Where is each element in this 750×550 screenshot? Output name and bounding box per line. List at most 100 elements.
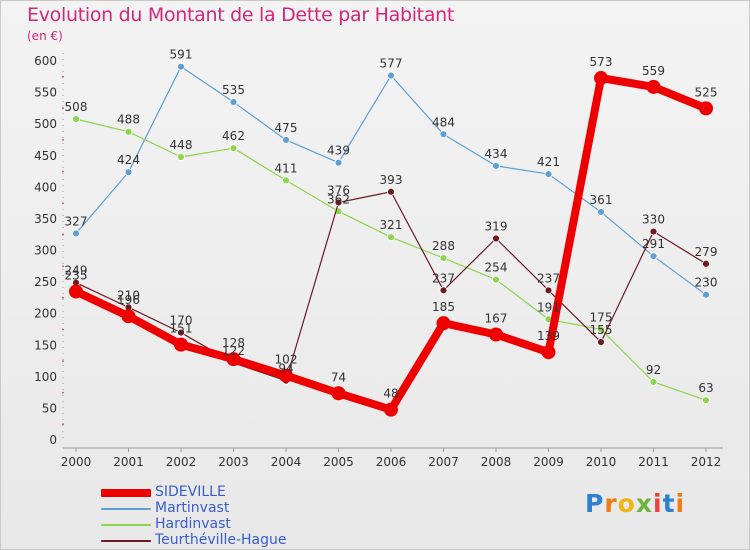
data-label-hardinvast: 411 [275, 161, 298, 175]
data-label-sideville: 139 [537, 329, 560, 343]
chart-series [69, 62, 713, 417]
data-label-teurth-ville-hague: 330 [642, 213, 665, 227]
data-label-teurth-ville-hague: 122 [222, 344, 245, 358]
data-point-sideville [174, 337, 188, 352]
x-tick-label: 2010 [586, 455, 617, 469]
chart-axes: 0 50 100 150 200 250 300 350 400 450 500 550 600 2000… [34, 53, 723, 469]
data-label-martinvast: 591 [170, 48, 193, 62]
y-tick-label: 50 [42, 401, 57, 415]
data-label-sideville: 559 [642, 64, 665, 78]
data-label-hardinvast: 254 [485, 261, 508, 275]
logo-letter: r [604, 489, 618, 518]
data-point-martinvast [334, 158, 343, 167]
data-point-martinvast [282, 136, 290, 144]
data-point-martinvast [597, 208, 605, 216]
data-label-sideville: 525 [695, 85, 718, 99]
legend-item-hardinvast: Hardinvast [101, 516, 361, 533]
data-label-sideville: 167 [485, 312, 508, 326]
data-point-martinvast [492, 161, 500, 170]
data-label-hardinvast: 448 [170, 138, 193, 152]
y-axis-minor-dot [62, 139, 64, 141]
data-point-hardinvast [492, 275, 500, 284]
y-tick-label: 400 [34, 180, 57, 194]
x-tick-label: 2011 [638, 455, 669, 469]
data-label-sideville: 235 [65, 269, 88, 283]
data-point-martinvast [177, 62, 185, 71]
data-point-sideville [279, 368, 293, 383]
data-label-hardinvast: 462 [222, 129, 245, 143]
y-tick-label: 100 [34, 370, 57, 384]
series-line-sideville [72, 74, 710, 414]
legend-label: Martinvast [155, 500, 230, 516]
chart-subtitle: (en €) [27, 29, 63, 43]
data-label-martinvast: 484 [432, 115, 455, 129]
data-point-martinvast [544, 170, 553, 178]
legend-item-teurth-ville-hague: Teurthéville-Hague [101, 532, 361, 549]
x-tick-label: 2001 [113, 455, 144, 469]
data-label-hardinvast: 175 [590, 310, 613, 324]
data-point-hardinvast [597, 325, 605, 334]
data-point-hardinvast [439, 254, 448, 262]
data-label-martinvast: 361 [590, 193, 613, 207]
data-point-hardinvast [229, 144, 238, 153]
data-label-teurth-ville-hague: 94 [278, 362, 293, 376]
y-axis-minor-dot [62, 265, 64, 268]
legend-swatch [101, 540, 151, 542]
y-tick-label: 250 [34, 275, 57, 289]
legend-item-sideville: SIDEVILLE [101, 484, 361, 501]
y-tick-label: 600 [34, 54, 57, 68]
chart-data-labels: 327 424 591 535 475 439 577 484 434 421 361 291 230 5… [65, 48, 718, 401]
data-label-martinvast: 434 [485, 147, 508, 161]
data-label-teurth-ville-hague: 155 [590, 323, 613, 337]
data-label-hardinvast: 63 [698, 381, 713, 395]
x-tick-label: 2009 [533, 455, 564, 469]
data-point-hardinvast [702, 396, 710, 405]
data-label-martinvast: 291 [642, 237, 665, 251]
legend-label: Teurthéville-Hague [155, 532, 287, 548]
x-tick-label: 2008 [481, 455, 512, 469]
data-label-teurth-ville-hague: 170 [170, 314, 193, 328]
data-label-teurth-ville-hague: 376 [327, 183, 350, 197]
legend-label: Hardinvast [155, 516, 231, 532]
logo-letter: o [617, 489, 636, 518]
data-point-hardinvast [387, 233, 395, 242]
data-label-hardinvast: 508 [65, 100, 88, 114]
data-point-martinvast [124, 168, 133, 177]
data-label-sideville: 74 [331, 370, 346, 384]
x-tick-label: 2012 [691, 455, 722, 469]
data-label-teurth-ville-hague: 237 [537, 271, 560, 285]
data-point-martinvast [439, 130, 448, 139]
x-tick-label: 2006 [376, 455, 407, 469]
y-axis-minor-dot [62, 233, 64, 236]
y-axis-minor-dot [62, 423, 64, 426]
data-point-sideville [331, 386, 346, 401]
logo-letter: P [585, 489, 605, 518]
data-point-teurth-ville-hague [334, 198, 343, 207]
data-point-hardinvast [177, 153, 185, 161]
data-point-sideville [489, 327, 503, 342]
data-point-teurth-ville-hague [177, 328, 185, 337]
data-label-sideville: 185 [432, 300, 455, 314]
data-point-teurth-ville-hague [387, 187, 395, 196]
x-tick-label: 2002 [166, 455, 197, 469]
y-axis-minor-dot [62, 360, 64, 362]
data-point-martinvast [702, 290, 710, 299]
data-label-sideville: 151 [170, 322, 193, 336]
data-point-hardinvast [649, 377, 658, 386]
data-point-sideville [69, 284, 83, 299]
data-label-martinvast: 230 [695, 276, 718, 290]
y-axis-minor-dot [62, 296, 64, 299]
data-label-sideville: 48 [383, 387, 398, 401]
y-axis-minor-dot [62, 75, 64, 78]
data-label-teurth-ville-hague: 279 [695, 245, 718, 259]
data-label-martinvast: 577 [380, 57, 403, 71]
data-point-sideville [699, 101, 713, 116]
data-label-sideville: 573 [590, 55, 613, 69]
data-label-sideville: 102 [275, 353, 298, 367]
series-line-hardinvast [75, 118, 707, 401]
x-tick-label: 2004 [271, 455, 302, 469]
data-label-hardinvast: 191 [537, 300, 560, 314]
data-point-teurth-ville-hague [544, 286, 553, 295]
